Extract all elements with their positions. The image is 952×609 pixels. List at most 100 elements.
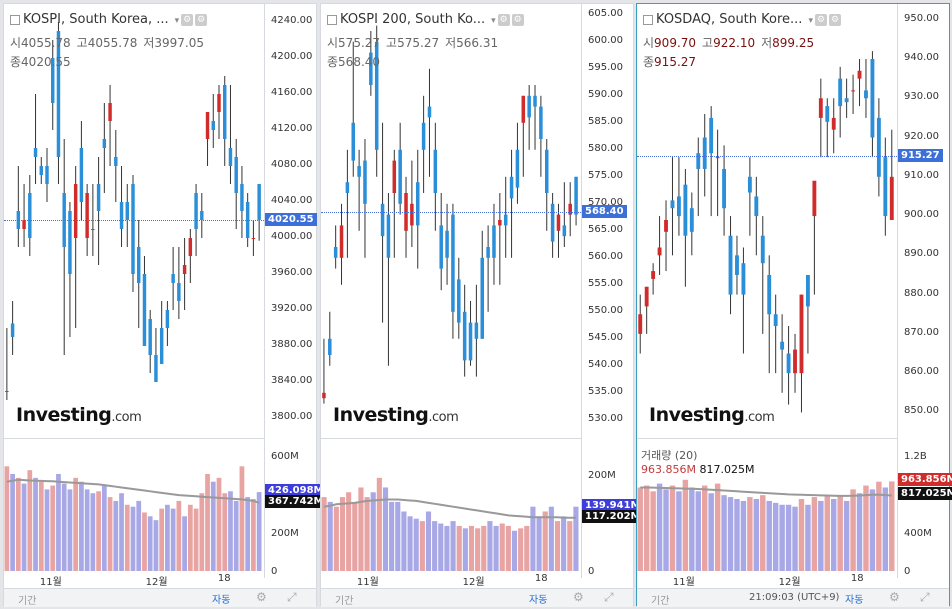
- volume-badge: 139.941M: [582, 498, 644, 512]
- candle-body: [780, 341, 785, 350]
- volume-pane[interactable]: [4, 438, 264, 578]
- candlestick-plot[interactable]: [637, 4, 897, 436]
- settings-icon[interactable]: ⚙: [181, 13, 194, 26]
- volume-bar: [656, 483, 663, 571]
- gear-icon[interactable]: ⚙: [511, 13, 524, 26]
- auto-scale-button[interactable]: 자동: [529, 595, 548, 606]
- volume-bar: [153, 520, 159, 571]
- price-tick: 565.00: [588, 223, 623, 235]
- volume-legend[interactable]: 거래량 (20) 963.856M 817.025M: [641, 447, 754, 476]
- chevron-down-icon[interactable]: ▾: [491, 16, 496, 26]
- candle-body: [786, 353, 791, 374]
- auto-scale-button[interactable]: 자동: [845, 595, 864, 606]
- volume-bar: [210, 481, 216, 571]
- price-tick: 4000.00: [271, 231, 313, 242]
- close-value: 종4020.55: [10, 53, 71, 70]
- candle-body: [533, 95, 537, 107]
- menu-icon[interactable]: [327, 14, 337, 25]
- candle-body: [240, 184, 244, 211]
- candle-body: [182, 265, 187, 274]
- close-label: 종: [327, 55, 339, 69]
- chart-header[interactable]: KOSPI, South Korea, ... ▾ ⚙ ⚙: [10, 12, 260, 27]
- volume-bar: [170, 508, 176, 571]
- menu-icon[interactable]: [643, 14, 653, 25]
- gear-icon[interactable]: ⚙: [828, 13, 841, 26]
- volume-pane[interactable]: 거래량 (20) 963.856M 817.025M: [637, 438, 897, 578]
- time-axis[interactable]: 11월 12월 18: [321, 570, 581, 588]
- candle-body: [722, 168, 727, 209]
- candlestick-plot[interactable]: [321, 4, 581, 436]
- candle-body: [142, 274, 147, 346]
- candle-body: [651, 271, 656, 279]
- expand-icon[interactable]: ⤢: [287, 590, 297, 604]
- gear-icon[interactable]: ⚙: [195, 13, 208, 26]
- candle-body: [498, 220, 502, 226]
- chart-panel-3[interactable]: KOSDAQ, South Kore... ▾ ⚙ ⚙ 시909.70 고922.10 저8…: [636, 3, 952, 607]
- price-tick: 600.00: [588, 34, 623, 46]
- auto-scale-button[interactable]: 자동: [212, 595, 231, 606]
- price-axis[interactable]: 605.00 600.00 595.00 590.00 585.00 580.00 575.…: [581, 4, 644, 578]
- time-axis[interactable]: 11월 12월 18: [4, 570, 264, 588]
- expand-icon[interactable]: ⤢: [920, 590, 930, 604]
- ohlc-value: 899.25: [772, 36, 815, 50]
- gear-icon[interactable]: ⚙: [573, 590, 584, 604]
- chart-panel-2[interactable]: KOSPI 200, South Ko... ▾ ⚙ ⚙ 시575.27 고575.27 저…: [320, 3, 644, 607]
- period-button[interactable]: 기간: [651, 596, 670, 607]
- expand-icon[interactable]: ⤢: [604, 590, 614, 604]
- volume-pane[interactable]: [321, 438, 581, 578]
- ohlc-value: 566.31: [456, 36, 499, 50]
- chevron-down-icon[interactable]: ▾: [174, 16, 180, 26]
- volume-bar: [432, 521, 438, 571]
- gear-icon[interactable]: ⚙: [889, 590, 900, 604]
- candlestick-plot[interactable]: [4, 4, 264, 436]
- volume-bar: [462, 528, 468, 571]
- chevron-down-icon[interactable]: ▾: [808, 16, 813, 26]
- investing-logo: Investing.com: [649, 404, 775, 426]
- period-button[interactable]: 기간: [335, 596, 354, 607]
- volume-bar: [837, 495, 843, 571]
- candle-body: [527, 95, 531, 118]
- volume-bar: [561, 516, 567, 571]
- gear-icon[interactable]: ⚙: [256, 590, 267, 604]
- volume-tick: 0: [588, 566, 595, 577]
- candle-body: [556, 214, 561, 231]
- volume-bar: [475, 528, 481, 571]
- menu-icon[interactable]: [10, 14, 20, 25]
- price-axis[interactable]: 950.00 940.00 930.00 920.00 910.00 900.00 890.…: [897, 4, 952, 578]
- last-price-badge: 915.27: [898, 149, 943, 163]
- time-tick: 12월: [145, 577, 168, 588]
- volume-bar: [222, 493, 228, 571]
- settings-icon[interactable]: ⚙: [497, 13, 510, 26]
- price-axis[interactable]: 4240.00 4200.00 4160.00 4120.00 4080.00 4040.…: [264, 4, 327, 578]
- price-tick: 910.00: [904, 169, 939, 181]
- candle-body: [148, 319, 152, 355]
- volume-bar: [256, 492, 262, 571]
- period-button[interactable]: 기간: [18, 596, 37, 607]
- candle-body: [392, 160, 397, 193]
- candle-body: [683, 184, 688, 236]
- candle-body: [439, 225, 443, 269]
- settings-icon[interactable]: ⚙: [814, 13, 827, 26]
- chart-header[interactable]: KOSPI 200, South Ko... ▾ ⚙ ⚙: [327, 12, 577, 27]
- candle-body: [22, 220, 26, 229]
- chart-header[interactable]: KOSDAQ, South Kore... ▾ ⚙ ⚙: [643, 12, 893, 27]
- volume-bar: [438, 523, 444, 571]
- volume-bar: [176, 500, 182, 571]
- volume-bar: [779, 504, 785, 571]
- candle-body: [363, 160, 367, 204]
- volume-ma-line: [6, 478, 260, 504]
- volume-bar: [643, 485, 650, 571]
- volume-bar: [67, 489, 73, 571]
- volume-bar: [876, 481, 882, 571]
- volume-bar: [187, 504, 193, 571]
- volume-bar: [530, 506, 536, 571]
- volume-ma-line: [640, 486, 892, 497]
- candle-body: [689, 208, 694, 232]
- ohlc-label: 저: [143, 36, 155, 50]
- price-tick: 570.00: [588, 196, 623, 208]
- chart-panel-1[interactable]: KOSPI, South Korea, ... ▾ ⚙ ⚙ 시4055.78 고4055.…: [3, 3, 327, 607]
- time-axis[interactable]: 11월 12월 18: [637, 570, 897, 588]
- price-tick: 560.00: [588, 250, 623, 262]
- price-tick: 595.00: [588, 61, 623, 73]
- price-tick: 930.00: [904, 91, 939, 103]
